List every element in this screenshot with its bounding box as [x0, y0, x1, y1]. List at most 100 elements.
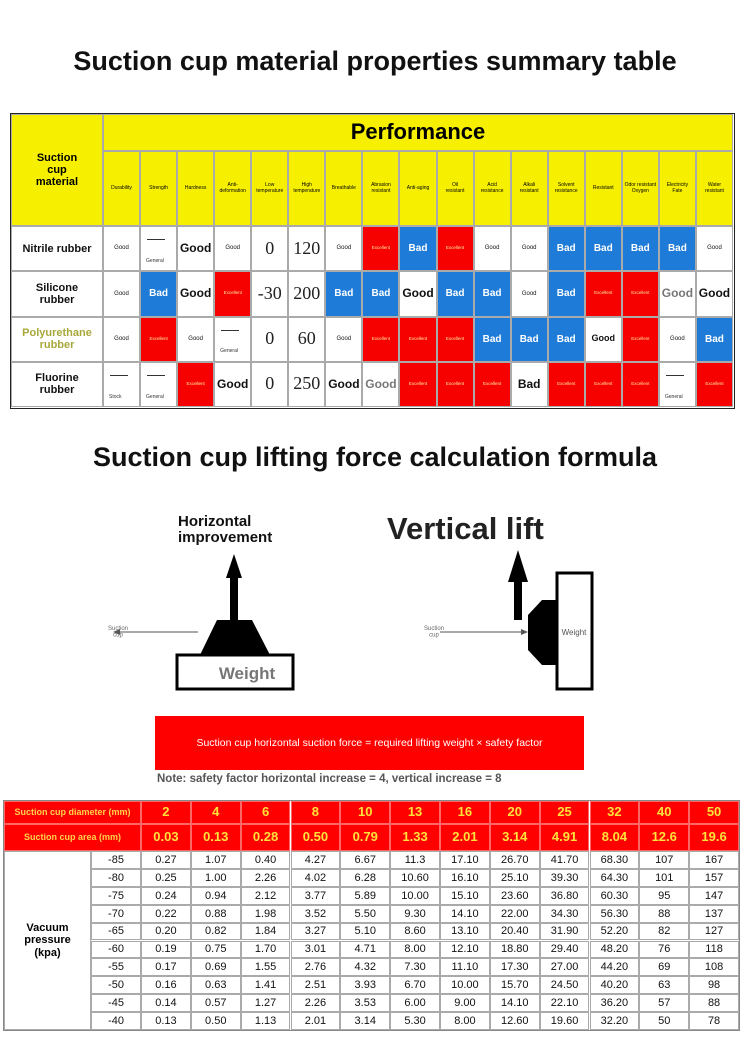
- cell-text: Excellent: [149, 335, 168, 341]
- cell-text: Good: [179, 286, 212, 301]
- pressure: -50: [91, 976, 141, 995]
- cell: Good: [325, 361, 363, 407]
- force: 0.40: [240, 851, 291, 869]
- cell: General: [140, 361, 178, 407]
- cell-text: Bad: [482, 288, 502, 300]
- force: 69: [639, 958, 690, 977]
- column-header: Electricity Fate: [658, 151, 696, 226]
- cell: Good: [695, 271, 733, 317]
- force: 39.30: [539, 868, 590, 887]
- cell: Excellent: [362, 316, 400, 362]
- force: 57: [639, 994, 690, 1013]
- column-header-text: Fate: [672, 187, 683, 194]
- force: 2.51: [290, 976, 341, 995]
- cell: General: [140, 226, 178, 272]
- cell-text: Good: [336, 245, 352, 252]
- force: 15.10: [440, 886, 490, 905]
- cell: Excellent: [584, 271, 622, 317]
- force: 22.00: [489, 904, 540, 923]
- cell: Good: [473, 226, 511, 272]
- column-header-text: resistant: [519, 187, 539, 194]
- force: 1.41: [240, 976, 291, 995]
- force: 0.24: [141, 886, 191, 905]
- column-header: Solvent resistance: [547, 151, 585, 226]
- cell-text: Bad: [593, 243, 613, 255]
- cell-text: Bad: [371, 288, 391, 300]
- force: 34.30: [539, 904, 590, 923]
- force: 64.30: [589, 868, 640, 887]
- cell-text: Excellent: [594, 290, 613, 296]
- force: 10.00: [390, 886, 440, 905]
- pressure: -60: [91, 940, 141, 959]
- force: 76: [639, 940, 690, 959]
- force: 11.10: [440, 958, 490, 977]
- force: 0.57: [190, 994, 241, 1013]
- column-header-text: temperature: [293, 187, 321, 194]
- pointer-head: [113, 629, 120, 635]
- force: 10.60: [390, 868, 440, 887]
- arrow: [147, 239, 166, 240]
- column-header-text: Oxygen: [631, 187, 649, 194]
- diameter: 2: [141, 801, 191, 824]
- diameter: 13: [390, 801, 440, 824]
- cell: Excellent: [547, 361, 585, 407]
- cell: Excellent: [473, 361, 511, 407]
- force: 4.71: [340, 940, 391, 959]
- force: 107: [639, 851, 690, 869]
- force: 1.00: [190, 868, 241, 887]
- force: 3.27: [290, 922, 341, 941]
- force: 17.30: [489, 958, 540, 977]
- properties-table: Suction cup material Performance Durabilit…: [10, 113, 735, 409]
- cell-text: Bad: [667, 243, 687, 255]
- cell-text: Excellent: [482, 380, 502, 386]
- force: 5.89: [340, 886, 391, 905]
- cell-text: Stock: [109, 393, 122, 400]
- diagram-title: Horizontal improvement: [178, 513, 272, 546]
- diameter: 50: [689, 801, 739, 824]
- diameter: 4: [190, 801, 241, 824]
- cell: Excellent: [399, 361, 437, 407]
- column-header-text: Anti-aging: [406, 184, 430, 191]
- cell: Excellent: [621, 271, 659, 317]
- force: 6.00: [390, 994, 440, 1013]
- cell-text: Excellent: [408, 335, 428, 341]
- group-header: Performance: [103, 114, 733, 151]
- force: 9.00: [440, 994, 490, 1013]
- cell: Good: [658, 271, 696, 317]
- cell: Bad: [621, 226, 659, 272]
- cell-text: Bad: [445, 288, 465, 300]
- cell-text: Bad: [519, 333, 539, 345]
- cell-text: -30: [257, 282, 282, 303]
- cell-text: Excellent: [631, 380, 650, 386]
- force: 0.88: [190, 904, 241, 923]
- force: 88: [689, 994, 739, 1013]
- cell-text: Excellent: [223, 290, 242, 296]
- cell-text: Bad: [556, 243, 576, 255]
- column-header-text: resistant: [445, 187, 465, 194]
- force: 82: [639, 922, 690, 941]
- force: 0.27: [141, 851, 191, 869]
- force: 7.30: [390, 958, 440, 977]
- force: 24.50: [539, 976, 590, 995]
- cell: Excellent: [584, 361, 622, 407]
- area: 12.6: [639, 824, 690, 851]
- column-header-text: Odor resistant: [624, 182, 657, 188]
- force: 23.60: [489, 886, 540, 905]
- force: 0.14: [141, 994, 191, 1013]
- column-header: Anti-deformation: [214, 151, 252, 226]
- force: 9.30: [390, 904, 440, 923]
- pointer-head: [521, 629, 528, 635]
- force: 52.20: [589, 922, 640, 941]
- force: 36.20: [589, 994, 640, 1013]
- cell: Excellent: [214, 271, 252, 317]
- force: 22.10: [539, 994, 590, 1013]
- cell-text: Good: [225, 245, 241, 252]
- cell-text: Good: [179, 241, 212, 256]
- cell: Excellent: [621, 361, 659, 407]
- column-header: Acid resistance: [473, 151, 511, 226]
- force: 78: [689, 1012, 739, 1030]
- cell: Good: [510, 226, 548, 272]
- cell: Bad: [140, 271, 178, 317]
- diameter: 20: [489, 801, 540, 824]
